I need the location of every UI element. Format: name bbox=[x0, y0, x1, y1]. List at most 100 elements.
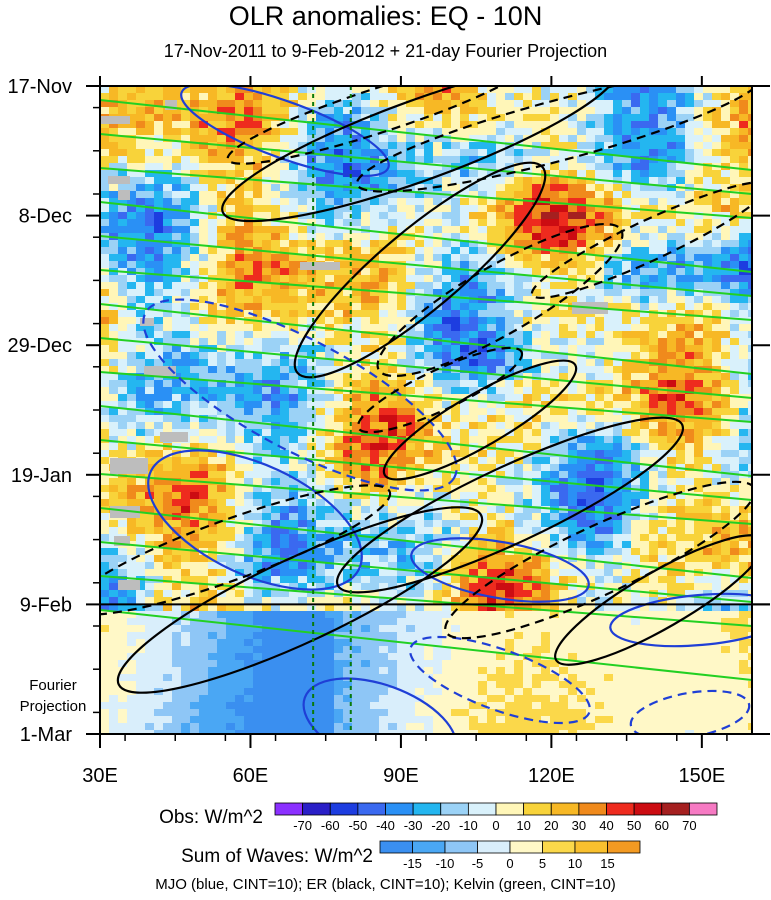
olr-cell bbox=[586, 184, 596, 192]
olr-cell bbox=[181, 177, 191, 185]
olr-cell bbox=[685, 345, 695, 353]
olr-cell bbox=[325, 352, 335, 360]
olr-cell bbox=[217, 464, 227, 472]
olr-cell bbox=[469, 247, 479, 255]
olr-cell bbox=[496, 240, 506, 248]
olr-cell bbox=[325, 212, 335, 220]
olr-cell bbox=[424, 198, 434, 206]
olr-cell bbox=[190, 142, 200, 150]
olr-cell bbox=[172, 142, 182, 150]
olr-cell bbox=[352, 247, 362, 255]
olr-cell bbox=[181, 534, 191, 542]
olr-cell bbox=[613, 289, 623, 297]
olr-cell bbox=[280, 177, 290, 185]
olr-cell bbox=[739, 317, 749, 325]
olr-cell bbox=[451, 387, 461, 395]
olr-cell bbox=[595, 331, 605, 339]
olr-cell bbox=[631, 415, 641, 423]
olr-cell bbox=[685, 100, 695, 108]
olr-cell bbox=[244, 457, 254, 465]
olr-cell bbox=[640, 338, 650, 346]
olr-cell bbox=[604, 247, 614, 255]
olr-cell bbox=[379, 562, 389, 570]
olr-cell bbox=[226, 457, 236, 465]
olr-cell bbox=[316, 450, 326, 458]
olr-cell bbox=[739, 93, 749, 101]
olr-cell bbox=[361, 254, 371, 262]
olr-cell bbox=[550, 219, 560, 227]
olr-cell bbox=[424, 464, 434, 472]
olr-cell bbox=[568, 191, 578, 199]
olr-cell bbox=[424, 520, 434, 528]
olr-cell bbox=[469, 324, 479, 332]
olr-cell bbox=[586, 212, 596, 220]
olr-cell bbox=[595, 394, 605, 402]
olr-cell bbox=[478, 401, 488, 409]
olr-cell bbox=[748, 219, 752, 227]
olr-cell bbox=[649, 548, 659, 556]
olr-cell bbox=[523, 219, 533, 227]
olr-cell bbox=[577, 317, 587, 325]
olr-cell bbox=[595, 513, 605, 521]
olr-cell bbox=[343, 408, 353, 416]
olr-cell bbox=[100, 450, 110, 458]
olr-cell bbox=[100, 478, 110, 486]
olr-cell bbox=[100, 317, 110, 325]
olr-cell bbox=[640, 457, 650, 465]
olr-cell bbox=[685, 233, 695, 241]
olr-cell bbox=[442, 86, 452, 94]
olr-cell bbox=[217, 310, 227, 318]
olr-cell bbox=[721, 261, 731, 269]
olr-cell bbox=[316, 128, 326, 136]
olr-cell bbox=[532, 296, 542, 304]
olr-cell bbox=[478, 219, 488, 227]
olr-cell bbox=[658, 219, 668, 227]
olr-cell bbox=[451, 149, 461, 157]
olr-cell bbox=[532, 317, 542, 325]
olr-cell bbox=[118, 128, 128, 136]
olr-cell bbox=[127, 142, 137, 150]
olr-cell bbox=[613, 282, 623, 290]
olr-cell bbox=[694, 135, 704, 143]
olr-cell bbox=[415, 534, 425, 542]
olr-cell bbox=[595, 436, 605, 444]
olr-cell bbox=[334, 282, 344, 290]
olr-cell bbox=[658, 338, 668, 346]
olr-cell bbox=[109, 86, 119, 94]
olr-cell bbox=[424, 345, 434, 353]
olr-cell bbox=[631, 506, 641, 514]
olr-cell bbox=[280, 198, 290, 206]
olr-cell bbox=[658, 527, 668, 535]
olr-cell bbox=[460, 268, 470, 276]
olr-cell bbox=[721, 303, 731, 311]
olr-cell bbox=[316, 107, 326, 115]
olr-cell bbox=[577, 506, 587, 514]
olr-cell bbox=[451, 492, 461, 500]
olr-cell bbox=[442, 282, 452, 290]
olr-cell bbox=[505, 275, 515, 283]
olr-cell bbox=[667, 317, 677, 325]
olr-cell bbox=[460, 478, 470, 486]
olr-cell bbox=[208, 163, 218, 171]
olr-cell bbox=[199, 191, 209, 199]
olr-cell bbox=[406, 450, 416, 458]
olr-cell bbox=[640, 429, 650, 437]
olr-cell bbox=[523, 492, 533, 500]
olr-cell bbox=[496, 492, 506, 500]
olr-cell bbox=[451, 170, 461, 178]
olr-cell bbox=[217, 352, 227, 360]
olr-cell bbox=[316, 184, 326, 192]
olr-cell bbox=[325, 303, 335, 311]
olr-cell bbox=[649, 408, 659, 416]
olr-cell bbox=[514, 275, 524, 283]
olr-cell bbox=[595, 128, 605, 136]
olr-cell bbox=[190, 114, 200, 122]
olr-cell bbox=[244, 422, 254, 430]
olr-cell bbox=[235, 226, 245, 234]
olr-cell bbox=[388, 296, 398, 304]
olr-cell bbox=[154, 401, 164, 409]
olr-cell bbox=[568, 450, 578, 458]
olr-cell bbox=[298, 513, 308, 521]
olr-cell bbox=[118, 107, 128, 115]
olr-cell bbox=[289, 443, 299, 451]
